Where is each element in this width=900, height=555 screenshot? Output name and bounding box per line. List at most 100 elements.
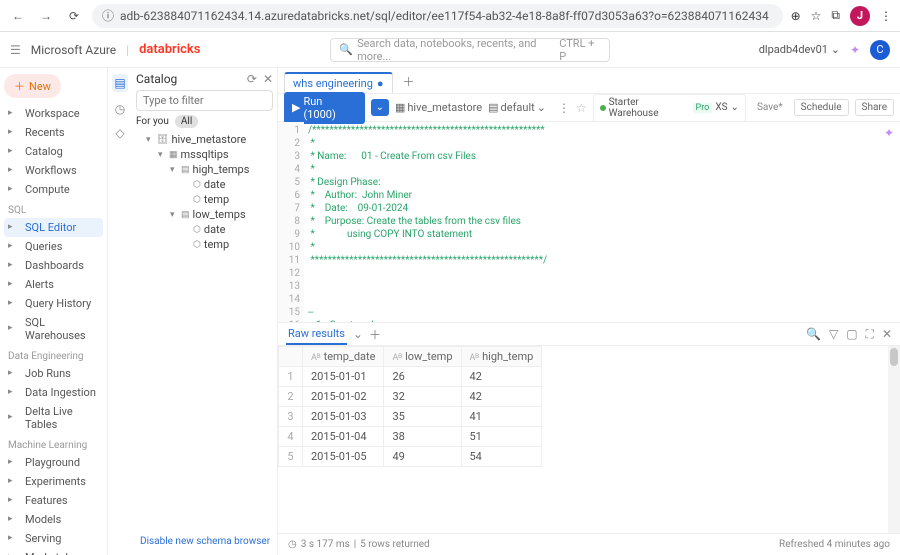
grid-scrollbar[interactable]	[888, 346, 900, 533]
cell[interactable]: 2015-01-02	[303, 387, 384, 407]
code-body[interactable]: /***************************************…	[304, 122, 900, 322]
tab-all[interactable]: All	[175, 115, 198, 128]
new-button[interactable]: ＋ New	[4, 74, 61, 98]
star-icon[interactable]: ☆	[576, 101, 587, 115]
nav-sql-editor[interactable]: ▸SQL Editor	[4, 218, 103, 237]
search-results-icon[interactable]: 🔍	[806, 327, 821, 342]
disable-schema-browser-link[interactable]: Disable new schema browser	[136, 532, 274, 551]
nav-workflows[interactable]: ▸Workflows	[4, 161, 103, 180]
results-tab-chevron-icon[interactable]: ⌄	[353, 327, 363, 341]
tree-node[interactable]: ▾🗄hive_metastore	[136, 132, 273, 147]
nav-label: Data Ingestion	[25, 386, 96, 399]
column-header[interactable]: Aᴮhigh_temp	[461, 347, 542, 367]
assistant-icon[interactable]: ✦	[850, 43, 860, 57]
reload-button[interactable]: ⟳	[64, 6, 84, 26]
nav-models[interactable]: ▸Models	[4, 510, 103, 529]
nav-compute[interactable]: ▸Compute	[4, 180, 103, 199]
cell[interactable]: 51	[461, 427, 542, 447]
results-tab[interactable]: Raw results	[286, 324, 347, 345]
results-grid[interactable]: Aᴮtemp_dateAᴮlow_tempAᴮhigh_temp12015-01…	[278, 346, 900, 533]
nav-sql-warehouses[interactable]: ▸SQL Warehouses	[4, 313, 103, 345]
rail-history-icon[interactable]: ◷	[115, 102, 125, 116]
cell[interactable]: 2015-01-03	[303, 407, 384, 427]
cell[interactable]: 2015-01-04	[303, 427, 384, 447]
editor-tab[interactable]: whs engineering ●	[284, 72, 393, 93]
zoom-icon[interactable]: ⊕	[791, 9, 801, 23]
browser-profile-avatar[interactable]: J	[850, 6, 870, 26]
cell[interactable]: 2015-01-05	[303, 447, 384, 467]
tab-for-you[interactable]: For you	[136, 116, 169, 127]
cell[interactable]: 2015-01-01	[303, 367, 384, 387]
column-header[interactable]: Aᴮlow_temp	[384, 347, 461, 367]
cell[interactable]: 32	[384, 387, 461, 407]
run-dropdown[interactable]: ⌄	[371, 99, 389, 116]
extensions-icon[interactable]: ⧉	[831, 8, 840, 23]
tree-node[interactable]: ▾▦mssqltips	[136, 147, 273, 162]
filter-icon[interactable]: ▽	[829, 327, 838, 342]
nav-job-runs[interactable]: ▸Job Runs	[4, 364, 103, 383]
database-selector[interactable]: ▤ default ⌄	[488, 101, 546, 114]
browser-menu-icon[interactable]: ⋮	[880, 9, 892, 23]
nav-data-ingestion[interactable]: ▸Data Ingestion	[4, 383, 103, 402]
column-header[interactable]: Aᴮtemp_date	[303, 347, 384, 367]
dash-icon: ▸	[8, 260, 20, 272]
cell[interactable]: 26	[384, 367, 461, 387]
expand-icon[interactable]: ⛶	[866, 327, 874, 342]
tree-node[interactable]: ⬡date	[136, 177, 273, 192]
kebab-icon[interactable]: ⋮	[558, 101, 570, 115]
nav-serving[interactable]: ▸Serving	[4, 529, 103, 548]
nav-workspace[interactable]: ▸Workspace	[4, 104, 103, 123]
nav-marketplace[interactable]: ▸Marketplace	[4, 548, 103, 555]
nav-recents[interactable]: ▸Recents	[4, 123, 103, 142]
catalog-selector[interactable]: ▦ hive_metastore	[395, 101, 482, 114]
workspace-selector[interactable]: dlpadb4dev01 ⌄	[759, 43, 840, 56]
chevron-icon: ▾	[146, 135, 154, 145]
close-results-icon[interactable]: ✕	[882, 327, 892, 342]
code-editor[interactable]: ✦ 123456789101112131415161718192021 /***…	[278, 122, 900, 322]
cell[interactable]: 42	[461, 367, 542, 387]
warehouse-selector[interactable]: Starter Warehouse Pro XS ⌄	[593, 94, 746, 122]
close-panel-icon[interactable]: ✕	[263, 72, 273, 86]
cell[interactable]: 54	[461, 447, 542, 467]
nav-playground[interactable]: ▸Playground	[4, 453, 103, 472]
cell[interactable]: 49	[384, 447, 461, 467]
refresh-icon[interactable]: ⟳	[247, 72, 257, 86]
schedule-button[interactable]: Schedule	[794, 99, 849, 116]
nav-features[interactable]: ▸Features	[4, 491, 103, 510]
flow-icon: ▸	[8, 165, 20, 177]
share-button[interactable]: Share	[855, 99, 894, 116]
bookmark-icon[interactable]: ☆	[811, 9, 822, 23]
rail-pin-icon[interactable]: ◇	[115, 126, 124, 140]
nav-queries[interactable]: ▸Queries	[4, 237, 103, 256]
tree-node[interactable]: ▾▤high_temps	[136, 162, 273, 177]
tree-node[interactable]: ▾▤low_temps	[136, 207, 273, 222]
save-button[interactable]: Save*	[752, 100, 788, 115]
address-bar[interactable]: ⓘ adb-623884071162434.14.azuredatabricks…	[92, 4, 783, 28]
cell[interactable]: 35	[384, 407, 461, 427]
global-search[interactable]: 🔍Search data, notebooks, recents, and mo…	[330, 38, 610, 62]
user-avatar[interactable]: C	[870, 40, 890, 60]
forward-button[interactable]: →	[36, 6, 56, 26]
tree-node[interactable]: ⬡temp	[136, 237, 273, 252]
nav-catalog[interactable]: ▸Catalog	[4, 142, 103, 161]
back-button[interactable]: ←	[8, 6, 28, 26]
rail-schema-icon[interactable]: ▤	[112, 74, 127, 92]
nav-experiments[interactable]: ▸Experiments	[4, 472, 103, 491]
cell[interactable]: 41	[461, 407, 542, 427]
add-tab-button[interactable]: ＋	[397, 70, 421, 93]
nav-dashboards[interactable]: ▸Dashboards	[4, 256, 103, 275]
row-number: 1	[279, 367, 303, 387]
tree-node[interactable]: ⬡date	[136, 222, 273, 237]
run-button[interactable]: ▶ Run (1000)	[284, 92, 365, 124]
cell[interactable]: 42	[461, 387, 542, 407]
nav-query-history[interactable]: ▸Query History	[4, 294, 103, 313]
tree-node[interactable]: ⬡temp	[136, 192, 273, 207]
copy-icon[interactable]: ▢	[846, 327, 857, 342]
add-results-tab[interactable]: ＋	[369, 326, 381, 343]
nav-delta-live-tables[interactable]: ▸Delta Live Tables	[4, 402, 103, 434]
menu-icon[interactable]: ☰	[10, 43, 21, 57]
nav-alerts[interactable]: ▸Alerts	[4, 275, 103, 294]
assistant-diamond-icon[interactable]: ✦	[884, 126, 894, 140]
cell[interactable]: 38	[384, 427, 461, 447]
catalog-filter-input[interactable]	[136, 90, 273, 111]
